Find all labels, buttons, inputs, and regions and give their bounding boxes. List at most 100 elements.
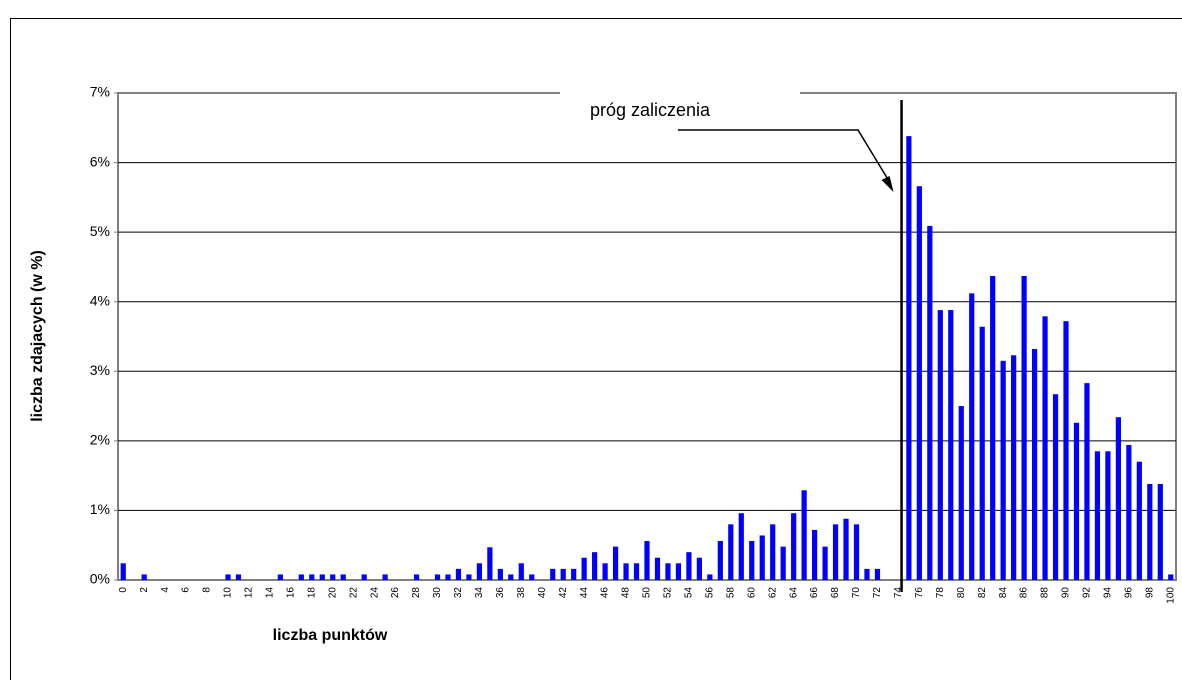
x-tick-label: 76 (914, 587, 925, 599)
plot-border (118, 93, 1176, 580)
bar (927, 226, 932, 580)
bar (1063, 321, 1068, 580)
bar (812, 530, 817, 580)
bar (487, 547, 492, 580)
bar (843, 519, 848, 580)
bar (592, 552, 597, 580)
x-tick-label: 66 (809, 587, 820, 599)
bar (330, 574, 335, 580)
y-axis-label: liczba zdajacych (w %) (29, 250, 46, 422)
x-tick-label: 52 (663, 587, 674, 599)
bar (833, 524, 838, 580)
x-tick-label: 96 (1124, 587, 1135, 599)
bar (466, 574, 471, 580)
bar (875, 569, 880, 580)
bar (938, 310, 943, 580)
bar (665, 563, 670, 580)
bar (320, 574, 325, 580)
bar (1042, 316, 1047, 580)
x-tick-label: 100 (1165, 587, 1176, 604)
bar (1001, 361, 1006, 580)
bar (634, 563, 639, 580)
x-tick-label: 94 (1103, 587, 1114, 599)
x-tick-label: 38 (516, 587, 527, 599)
bar (948, 310, 953, 580)
x-tick-label: 20 (327, 587, 338, 599)
bar (697, 558, 702, 580)
y-tick-label: 7% (90, 84, 110, 100)
bar (917, 186, 922, 580)
x-tick-label: 46 (600, 587, 611, 599)
x-tick-label: 72 (872, 587, 883, 599)
x-tick-label: 60 (746, 587, 757, 599)
bar (1095, 451, 1100, 580)
bar (854, 524, 859, 580)
x-tick-label: 0 (118, 587, 129, 593)
bar (582, 558, 587, 580)
bar (613, 547, 618, 580)
y-tick-label: 4% (90, 292, 110, 308)
x-tick-label: 2 (139, 587, 150, 593)
bar (739, 513, 744, 580)
x-tick-label: 80 (956, 587, 967, 599)
x-tick-label: 28 (411, 587, 422, 599)
bar (718, 541, 723, 580)
x-tick-label: 16 (285, 587, 296, 599)
bar (791, 513, 796, 580)
bar (1147, 484, 1152, 580)
x-tick-label: 62 (767, 587, 778, 599)
x-tick-label: 84 (998, 587, 1009, 599)
bar (980, 327, 985, 580)
bar (341, 574, 346, 580)
bar (519, 563, 524, 580)
bar (728, 524, 733, 580)
x-tick-label: 22 (348, 587, 359, 599)
bar (969, 293, 974, 580)
x-tick-label: 34 (474, 587, 485, 599)
x-tick-label: 32 (453, 587, 464, 599)
y-tick-label: 0% (90, 571, 110, 587)
x-tick-label: 68 (830, 587, 841, 599)
bar (414, 574, 419, 580)
x-tick-label: 30 (432, 587, 443, 599)
x-tick-label: 4 (160, 587, 171, 593)
x-tick-label: 54 (684, 587, 695, 599)
bar (383, 574, 388, 580)
x-tick-label: 82 (977, 587, 988, 599)
x-tick-label: 56 (704, 587, 715, 599)
bar (121, 563, 126, 580)
x-tick-label: 24 (369, 587, 380, 599)
x-tick-label: 36 (495, 587, 506, 599)
bar (1137, 462, 1142, 580)
bar (760, 535, 765, 580)
x-axis-label: liczba punktów (273, 627, 388, 644)
bar (686, 552, 691, 580)
bar (1158, 484, 1163, 580)
x-tick-label: 8 (202, 587, 213, 593)
bar (435, 574, 440, 580)
bar (602, 563, 607, 580)
bar (508, 574, 513, 580)
annotation-text: próg zaliczenia (590, 100, 711, 120)
bar (1022, 276, 1027, 580)
bar (822, 547, 827, 580)
annotation-arrowhead (882, 176, 894, 192)
bar (959, 406, 964, 580)
bar (456, 569, 461, 580)
bar (864, 569, 869, 580)
x-tick-label: 48 (621, 587, 632, 599)
x-tick-label: 44 (579, 587, 590, 599)
x-tick-label: 18 (306, 587, 317, 599)
x-tick-label: 12 (244, 587, 255, 599)
bar (1053, 394, 1058, 580)
x-tick-label: 40 (537, 587, 548, 599)
bar (1126, 445, 1131, 580)
bar (278, 574, 283, 580)
y-tick-label: 6% (90, 153, 110, 169)
y-tick-label: 1% (90, 501, 110, 517)
bar (655, 558, 660, 580)
bar (707, 574, 712, 580)
bar (1032, 349, 1037, 580)
x-tick-label: 88 (1040, 587, 1051, 599)
